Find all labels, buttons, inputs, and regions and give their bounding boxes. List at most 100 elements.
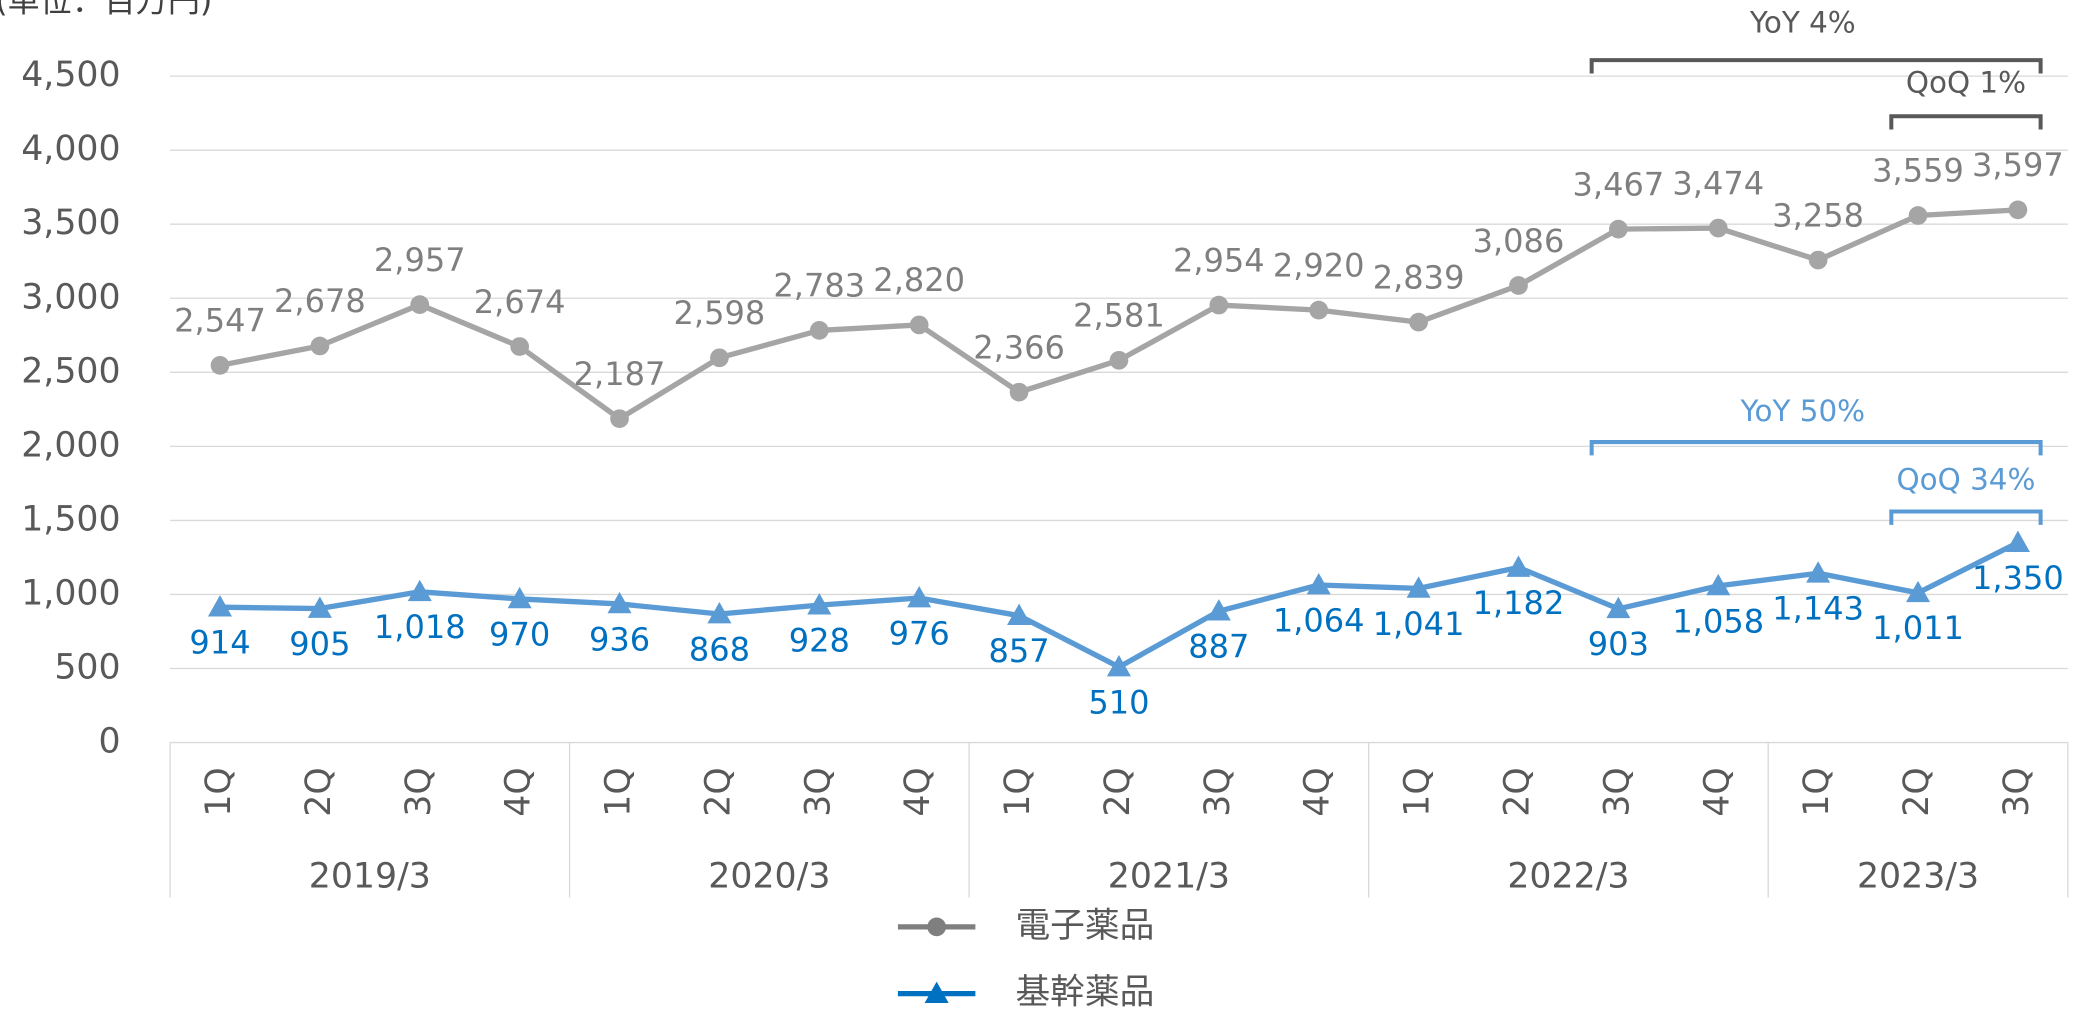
data-point — [907, 585, 932, 608]
data-point — [1606, 596, 1631, 619]
annotation: YoY 50% — [1739, 394, 1865, 428]
data-label: 2,581 — [1073, 297, 1165, 335]
data-label: 1,041 — [1373, 605, 1465, 643]
data-label: 914 — [189, 624, 250, 662]
data-point — [809, 321, 829, 340]
y-tick-label: 1,000 — [21, 573, 120, 613]
group-label: 2022/3 — [1507, 856, 1629, 896]
data-point — [710, 348, 729, 368]
data-point — [1406, 576, 1431, 598]
data-label: 1,011 — [1872, 609, 1964, 647]
x-tick-label: 3Q — [798, 767, 838, 816]
data-label: 976 — [889, 614, 950, 652]
x-tick-label: 4Q — [1697, 767, 1737, 816]
data-point — [1109, 350, 1129, 370]
group-label: 2023/3 — [1857, 856, 1979, 896]
data-point — [610, 409, 629, 429]
data-label: 3,467 — [1572, 165, 1664, 203]
bracket — [1889, 509, 2043, 525]
data-label: 1,058 — [1672, 602, 1764, 640]
data-point — [1309, 300, 1329, 320]
data-point — [1609, 219, 1628, 239]
data-point — [2005, 530, 2030, 552]
x-tick-label: 1Q — [199, 767, 239, 816]
data-label: 3,086 — [1473, 222, 1565, 260]
x-tick-label: 3Q — [399, 767, 439, 816]
x-tick-label: 4Q — [1298, 767, 1338, 816]
legend-label: 基幹薬品 — [1015, 973, 1154, 1011]
x-tick-label: 4Q — [898, 767, 938, 816]
data-label: 936 — [589, 620, 650, 658]
data-label: 2,954 — [1173, 241, 1265, 279]
data-point — [1908, 206, 1928, 225]
data-point — [1708, 218, 1728, 238]
data-point — [909, 315, 929, 335]
data-label: 2,674 — [474, 283, 566, 321]
data-point — [1409, 312, 1428, 332]
data-label: 970 — [489, 615, 550, 653]
data-point — [1206, 599, 1231, 621]
legend-label: 電子薬品 — [1015, 906, 1154, 946]
x-tick-label: 1Q — [1398, 767, 1438, 816]
annotation: YoY 4% — [1749, 6, 1856, 40]
data-label: 3,559 — [1872, 152, 1964, 190]
data-label: 2,920 — [1273, 246, 1365, 284]
annotation: QoQ 1% — [1906, 66, 2026, 100]
x-tick-label: 2Q — [1098, 767, 1138, 816]
data-point — [607, 591, 632, 614]
data-point — [307, 596, 332, 618]
data-label: 2,839 — [1373, 258, 1465, 296]
data-point — [1706, 573, 1731, 596]
data-label: 2,547 — [174, 302, 266, 340]
data-label: 928 — [789, 622, 850, 660]
bracket — [1889, 114, 2043, 130]
data-label: 868 — [689, 630, 750, 668]
data-label: 2,783 — [773, 267, 865, 305]
data-label: 905 — [289, 625, 350, 663]
bracket — [1589, 440, 2043, 456]
data-point — [1808, 250, 1828, 270]
data-point — [1306, 572, 1331, 595]
x-tick-label: 2Q — [1897, 767, 1937, 816]
group-label: 2020/3 — [708, 856, 830, 896]
data-label: 1,064 — [1273, 601, 1365, 639]
data-point — [210, 356, 230, 375]
y-tick-label: 2,500 — [21, 351, 120, 391]
data-label: 1,182 — [1473, 584, 1565, 622]
bracket — [1589, 58, 2043, 74]
data-point — [1506, 555, 1531, 577]
x-tick-label: 1Q — [599, 767, 639, 816]
data-label: 1,018 — [374, 608, 466, 646]
y-tick-label: 2,000 — [21, 425, 120, 465]
legend-item: 基幹薬品 — [897, 973, 1154, 1011]
data-point — [1209, 295, 1229, 315]
legend-marker — [927, 917, 946, 937]
y-tick-label: 4,000 — [21, 129, 120, 169]
data-point — [2008, 200, 2028, 220]
y-tick-label: 0 — [99, 722, 121, 762]
data-label: 2,678 — [274, 282, 366, 320]
data-label: 857 — [988, 632, 1049, 670]
x-tick-label: 2Q — [1497, 767, 1537, 816]
data-label: 3,258 — [1772, 196, 1864, 234]
data-point — [707, 601, 732, 624]
y-tick-label: 1,500 — [21, 499, 120, 539]
data-point — [310, 336, 330, 356]
data-label: 2,820 — [873, 261, 965, 299]
annotation: QoQ 34% — [1897, 462, 2036, 496]
legend-marker — [924, 981, 949, 1003]
data-point — [1906, 580, 1931, 603]
x-tick-label: 4Q — [499, 767, 539, 816]
x-tick-label: 3Q — [1597, 767, 1637, 816]
data-point — [510, 337, 529, 356]
data-point — [807, 593, 832, 615]
data-label: 2,957 — [374, 241, 466, 279]
data-point — [1509, 276, 1528, 295]
group-label: 2021/3 — [1108, 856, 1230, 896]
x-tick-label: 1Q — [1797, 767, 1837, 816]
data-label: 3,474 — [1672, 164, 1764, 202]
y-tick-label: 3,500 — [21, 203, 120, 243]
data-point — [1806, 561, 1831, 583]
data-label: 1,143 — [1772, 590, 1864, 628]
